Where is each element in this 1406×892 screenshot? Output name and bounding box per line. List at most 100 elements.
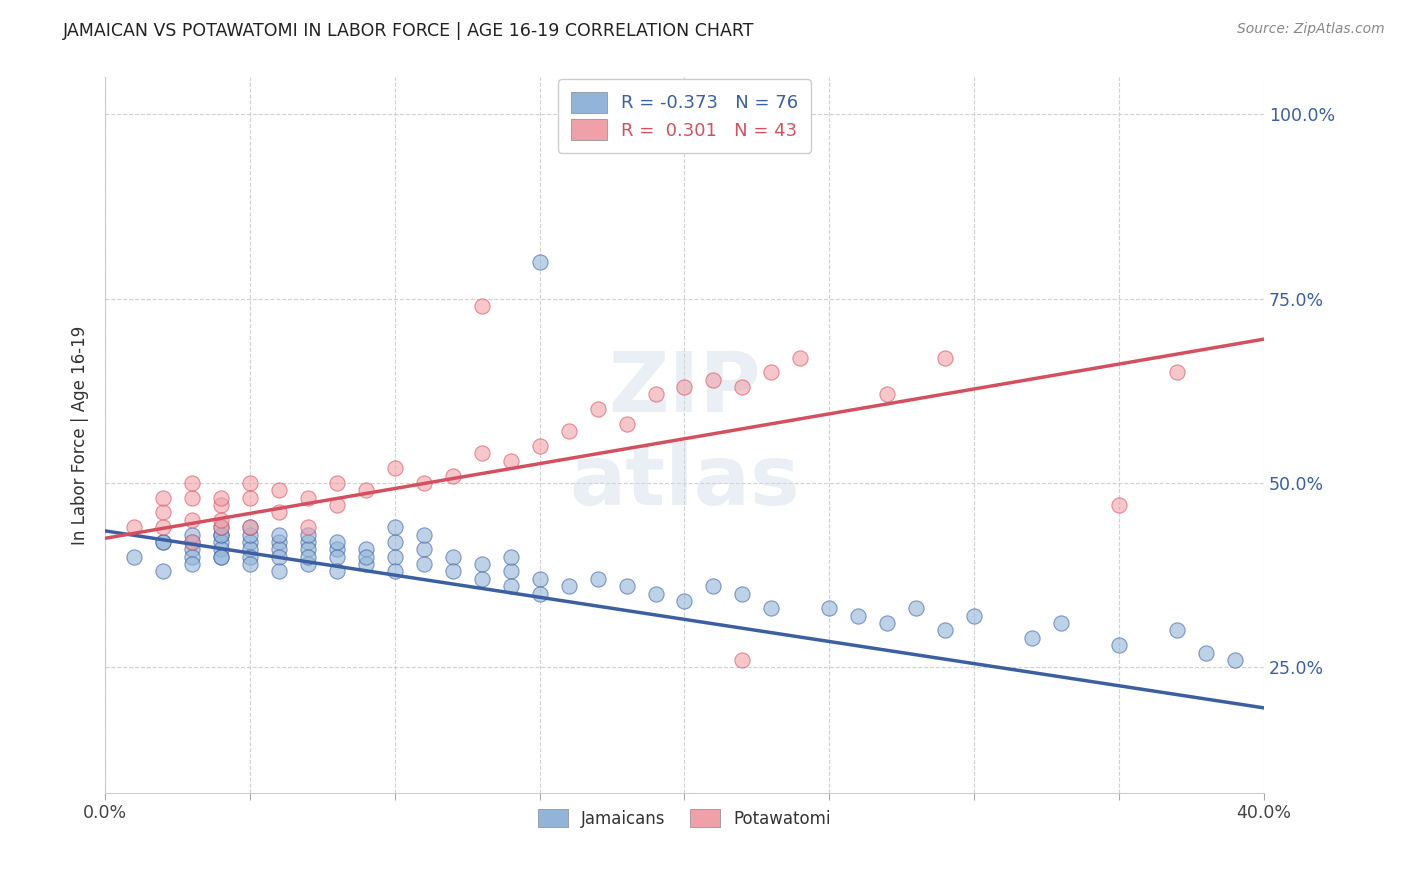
Point — [122, 549, 145, 564]
Point — [529, 572, 551, 586]
Point — [876, 387, 898, 401]
Point — [152, 520, 174, 534]
Point — [412, 527, 434, 541]
Point — [181, 549, 204, 564]
Y-axis label: In Labor Force | Age 16-19: In Labor Force | Age 16-19 — [72, 326, 89, 545]
Point — [297, 557, 319, 571]
Point — [384, 565, 406, 579]
Point — [239, 542, 262, 557]
Point — [122, 520, 145, 534]
Point — [267, 542, 290, 557]
Point — [326, 475, 349, 490]
Point — [209, 549, 232, 564]
Point — [529, 586, 551, 600]
Point — [267, 527, 290, 541]
Point — [471, 446, 494, 460]
Point — [181, 527, 204, 541]
Point — [181, 535, 204, 549]
Point — [267, 535, 290, 549]
Point — [209, 513, 232, 527]
Point — [616, 417, 638, 431]
Point — [846, 608, 869, 623]
Point — [384, 535, 406, 549]
Point — [152, 491, 174, 505]
Point — [1223, 653, 1246, 667]
Point — [209, 549, 232, 564]
Point — [412, 475, 434, 490]
Point — [1166, 624, 1188, 638]
Point — [267, 483, 290, 498]
Point — [209, 520, 232, 534]
Point — [326, 542, 349, 557]
Point — [384, 520, 406, 534]
Point — [239, 520, 262, 534]
Point — [384, 549, 406, 564]
Point — [239, 557, 262, 571]
Point — [181, 535, 204, 549]
Text: ZIP
atlas: ZIP atlas — [569, 348, 800, 523]
Point — [412, 557, 434, 571]
Point — [731, 586, 754, 600]
Point — [1021, 631, 1043, 645]
Point — [181, 557, 204, 571]
Point — [529, 254, 551, 268]
Point — [789, 351, 811, 365]
Point — [152, 565, 174, 579]
Point — [326, 549, 349, 564]
Point — [209, 527, 232, 541]
Point — [529, 439, 551, 453]
Point — [297, 520, 319, 534]
Point — [934, 351, 956, 365]
Point — [326, 498, 349, 512]
Point — [239, 475, 262, 490]
Point — [326, 535, 349, 549]
Point — [1108, 498, 1130, 512]
Point — [354, 483, 377, 498]
Point — [152, 506, 174, 520]
Point — [297, 542, 319, 557]
Point — [731, 380, 754, 394]
Point — [152, 535, 174, 549]
Point — [876, 616, 898, 631]
Text: Source: ZipAtlas.com: Source: ZipAtlas.com — [1237, 22, 1385, 37]
Point — [1195, 646, 1218, 660]
Point — [963, 608, 986, 623]
Point — [702, 579, 724, 593]
Point — [297, 549, 319, 564]
Point — [1050, 616, 1073, 631]
Point — [761, 601, 783, 615]
Point — [354, 542, 377, 557]
Point — [267, 565, 290, 579]
Point — [441, 468, 464, 483]
Point — [731, 653, 754, 667]
Point — [239, 491, 262, 505]
Point — [297, 527, 319, 541]
Point — [1108, 638, 1130, 652]
Point — [644, 387, 666, 401]
Legend: Jamaicans, Potawatomi: Jamaicans, Potawatomi — [531, 803, 838, 834]
Point — [616, 579, 638, 593]
Point — [209, 527, 232, 541]
Point — [673, 594, 696, 608]
Point — [761, 365, 783, 379]
Point — [471, 572, 494, 586]
Point — [239, 535, 262, 549]
Point — [471, 557, 494, 571]
Point — [441, 549, 464, 564]
Point — [499, 565, 522, 579]
Point — [326, 565, 349, 579]
Point — [586, 402, 609, 417]
Point — [499, 454, 522, 468]
Point — [471, 299, 494, 313]
Point — [499, 579, 522, 593]
Point — [297, 491, 319, 505]
Point — [557, 425, 579, 439]
Point — [644, 586, 666, 600]
Text: JAMAICAN VS POTAWATOMI IN LABOR FORCE | AGE 16-19 CORRELATION CHART: JAMAICAN VS POTAWATOMI IN LABOR FORCE | … — [63, 22, 755, 40]
Point — [412, 542, 434, 557]
Point — [181, 475, 204, 490]
Point — [267, 506, 290, 520]
Point — [152, 535, 174, 549]
Point — [181, 513, 204, 527]
Point — [499, 549, 522, 564]
